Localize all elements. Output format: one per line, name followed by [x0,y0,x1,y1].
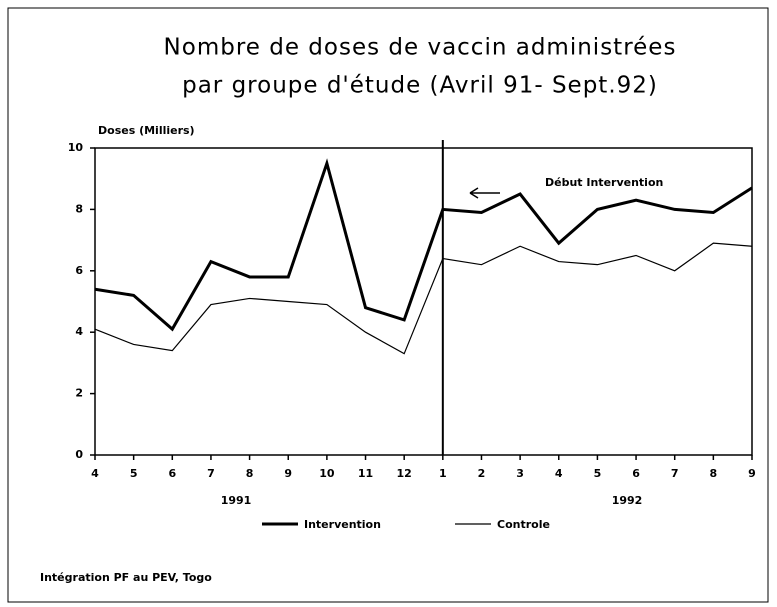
legend-label: Controle [497,518,550,531]
x-tick-label: 8 [246,467,254,480]
annotation: Début Intervention [545,176,663,189]
y-tick-label: 10 [68,141,84,154]
y-axis-label: Doses (Milliers) [98,124,195,137]
y-tick-label: 6 [75,264,83,277]
source: Intégration PF au PEV, Togo [40,571,212,584]
x-tick-label: 9 [284,467,292,480]
x-tick-label: 3 [516,467,524,480]
x-tick-label: 11 [358,467,373,480]
group-label: 1991 [221,494,252,507]
x-tick-label: 7 [671,467,679,480]
chart-title: Nombre de doses de vaccin administrées [164,35,677,61]
legend-label: Intervention [304,518,381,531]
x-tick-label: 5 [130,467,138,480]
x-tick-label: 5 [594,467,602,480]
plot-area [94,147,753,456]
x-tick-label: 7 [207,467,215,480]
x-tick-label: 8 [710,467,718,480]
annotation-arrow [469,187,500,199]
series-line [94,158,753,332]
group-label: 1992 [612,494,643,507]
x-tick-label: 4 [91,467,99,480]
y-tick-label: 4 [75,325,83,338]
x-tick-label: 4 [555,467,563,480]
x-tick-label: 6 [632,467,640,480]
x-tick-label: 10 [319,467,335,480]
y-tick-label: 2 [75,387,83,400]
x-tick-label: 1 [439,467,447,480]
x-tick-label: 12 [397,467,412,480]
chart-title: par groupe d'étude (Avril 91- Sept.92) [182,73,658,99]
x-tick-label: 6 [168,467,176,480]
frame [7,7,769,603]
y-tick-label: 0 [75,448,83,461]
series-line [94,242,753,355]
x-tick-label: 2 [478,467,486,480]
x-tick-label: 9 [748,467,756,480]
y-tick-label: 8 [75,202,83,215]
